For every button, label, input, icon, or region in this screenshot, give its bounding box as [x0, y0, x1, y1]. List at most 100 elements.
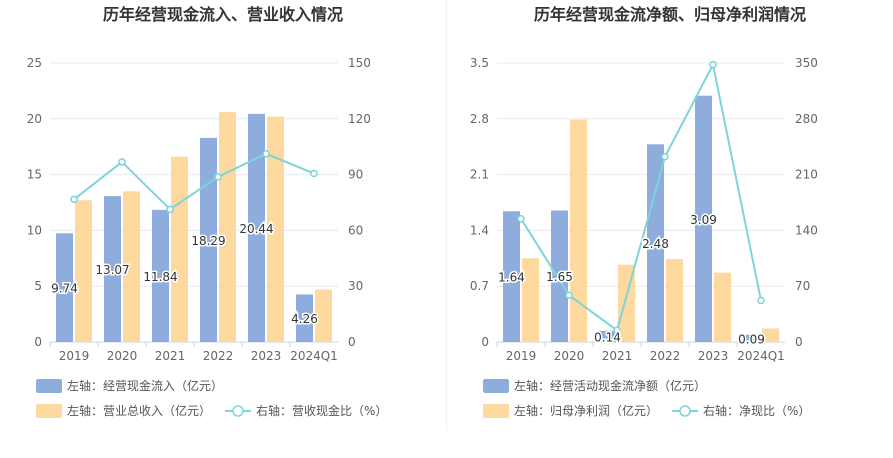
x-axis-category-label: 2022 [650, 349, 681, 363]
right-axis-tick-label: 0 [348, 335, 356, 349]
left-axis-tick-label: 10 [27, 223, 42, 237]
bar-series-2 [75, 200, 92, 342]
bar-series-1 [200, 137, 217, 342]
right-axis-tick-label: 350 [795, 56, 818, 70]
right-axis-tick-label: 30 [348, 279, 363, 293]
legend-swatch-series-1 [36, 379, 62, 393]
line-point [310, 169, 318, 178]
line-point [166, 205, 174, 214]
legend-marker-series-3 [232, 405, 244, 417]
x-axis-category-label: 2022 [203, 349, 234, 363]
bar-data-label: 9.74 [51, 282, 78, 296]
bar-data-label: 1.64 [498, 271, 525, 285]
line-point [709, 60, 717, 69]
bar-series-1 [104, 196, 121, 342]
bar-data-label: 13.07 [95, 263, 129, 277]
x-axis-category-label: 2023 [251, 349, 282, 363]
line-point [757, 296, 765, 305]
bar-series-2 [762, 328, 779, 342]
bar-series-2 [171, 156, 188, 342]
right-axis-tick-label: 210 [795, 168, 818, 182]
legend-marker-series-3 [679, 405, 691, 417]
legend-swatch-series-1 [483, 379, 509, 393]
right-axis-tick-label: 280 [795, 112, 818, 126]
right-axis-tick-label: 90 [348, 168, 363, 182]
legend-label-series-1: 左轴：经营活动现金流净额（亿元） [514, 378, 706, 393]
line-point [565, 291, 573, 300]
bar-series-1 [296, 294, 313, 342]
legend-label-series-2: 左轴：归母净利润（亿元） [514, 403, 658, 418]
panel-divider [446, 0, 447, 430]
line-series-3 [520, 61, 762, 333]
x-axis-category-label: 2019 [506, 349, 537, 363]
right-axis-tick-label: 120 [348, 112, 371, 126]
left-axis-tick-label: 1.4 [470, 223, 489, 237]
left-axis-tick-label: 20 [27, 112, 42, 126]
legend-label-series-3: 右轴：净现比（%） [703, 403, 810, 418]
left-axis-tick-label: 0 [34, 335, 42, 349]
x-axis-category-label: 2023 [698, 349, 729, 363]
bar-series-1 [647, 144, 664, 342]
line-point [262, 150, 270, 158]
bar-data-label: 20.44 [239, 222, 273, 236]
right-axis-tick-label: 60 [348, 223, 363, 237]
bar-series-2 [714, 272, 731, 342]
x-axis-category-label: 2024Q1 [737, 349, 785, 363]
x-axis-category-label: 2021 [602, 349, 633, 363]
left-axis-tick-label: 2.8 [470, 112, 489, 126]
left-axis-tick-label: 2.1 [470, 168, 489, 182]
bar-series-1 [551, 210, 568, 342]
left-axis-tick-label: 0.7 [470, 279, 489, 293]
bar-data-label: 4.26 [291, 312, 318, 326]
x-axis-category-label: 2020 [107, 349, 138, 363]
line-point [118, 158, 126, 166]
bar-data-label: 18.29 [191, 234, 225, 248]
bar-series-1 [503, 211, 520, 342]
left-axis-tick-label: 15 [27, 168, 42, 182]
chart-cash-inflow-revenue: 历年经营现金流入、营业收入情况 0 5 10 15 20 25 0 30 60 90 120 150 20… [27, 5, 387, 418]
line-point [661, 152, 669, 161]
right-axis-tick-label: 140 [795, 223, 818, 237]
left-axis-tick-label: 0 [481, 335, 489, 349]
bar-series-2 [570, 119, 587, 343]
left-axis-tick-label: 25 [27, 56, 42, 70]
bar-data-label: 2.48 [642, 237, 669, 251]
bar-data-label: 3.09 [690, 213, 717, 227]
x-axis-category-label: 2024Q1 [290, 349, 338, 363]
bar-series-2 [219, 112, 236, 342]
bar-series-1 [152, 209, 169, 342]
bar-data-label: 0.14 [594, 330, 621, 344]
bar-series-2 [123, 191, 140, 342]
bar-series-2 [267, 116, 284, 343]
bar-series-2 [315, 289, 332, 342]
x-axis-category-label: 2020 [554, 349, 585, 363]
bar-series-1 [743, 334, 760, 342]
bar-data-label: 1.65 [546, 270, 573, 284]
left-axis-tick-label: 3.5 [470, 56, 489, 70]
bar-series-1 [599, 330, 616, 342]
bar-series-1 [695, 95, 712, 342]
line-point [517, 215, 525, 223]
bar-data-label: 0.09 [738, 332, 765, 346]
bar-series-1 [248, 113, 265, 342]
bar-series-1 [56, 233, 73, 342]
legend-label-series-1: 左轴：经营现金流入（亿元） [67, 378, 223, 393]
line-point [214, 173, 222, 181]
right-axis-tick-label: 70 [795, 279, 810, 293]
line-point [613, 326, 621, 335]
line-point [70, 195, 78, 204]
bar-series-2 [522, 258, 539, 342]
line-series-3 [73, 152, 315, 211]
x-axis-category-label: 2021 [155, 349, 186, 363]
right-axis-tick-label: 0 [795, 335, 803, 349]
legend-swatch-series-2 [36, 404, 62, 418]
legend-label-series-2: 左轴：营业总收入（亿元） [67, 403, 211, 418]
bar-series-2 [666, 259, 683, 342]
chart-net-cash-flow-profit: 历年经营现金流净额、归母净利润情况 0 0.7 1.4 2.1 2.8 3.5 0 70 140 2… [470, 5, 818, 418]
legend-label-series-3: 右轴：营收现金比（%） [256, 403, 387, 418]
right-axis-tick-label: 150 [348, 56, 371, 70]
legend-swatch-series-2 [483, 404, 509, 418]
chart-title: 历年经营现金流净额、归母净利润情况 [534, 5, 806, 24]
bar-data-label: 11.84 [143, 270, 177, 284]
